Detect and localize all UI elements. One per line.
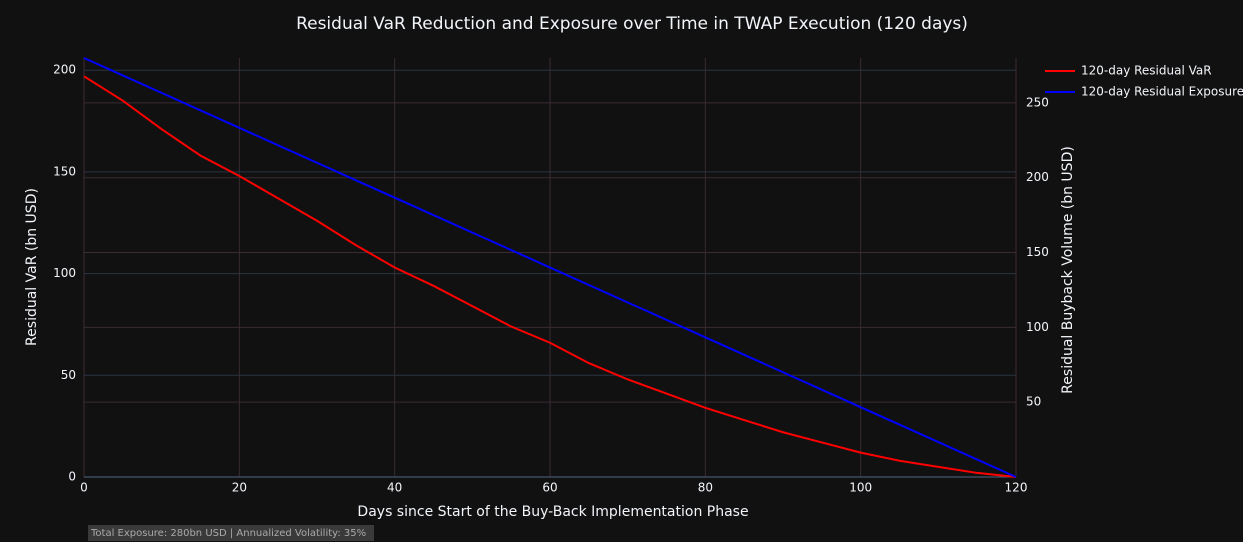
x-tick-label: 80 bbox=[698, 481, 713, 495]
x-tick-label: 0 bbox=[80, 481, 88, 495]
x-tick-label: 20 bbox=[232, 481, 247, 495]
x-tick-label: 100 bbox=[849, 481, 872, 495]
y2-tick-label: 100 bbox=[1026, 320, 1049, 334]
y2-tick-label: 250 bbox=[1026, 95, 1049, 109]
y2-axis-label: Residual Buyback Volume (bn USD) bbox=[1060, 146, 1076, 394]
annotation-box bbox=[88, 525, 374, 541]
y-tick-label: 50 bbox=[61, 368, 76, 382]
x-tick-label: 120 bbox=[1005, 481, 1028, 495]
y-tick-label: 150 bbox=[53, 164, 76, 178]
y-tick-label: 200 bbox=[53, 63, 76, 77]
y-tick-label: 0 bbox=[68, 470, 76, 484]
legend-label: 120-day Residual Exposure bbox=[1081, 85, 1243, 99]
annotation: Total Exposure: 280bn USD | Annualized V… bbox=[90, 528, 366, 539]
legend-label: 120-day Residual VaR bbox=[1081, 64, 1212, 78]
x-axis-label: Days since Start of the Buy-Back Impleme… bbox=[357, 504, 748, 520]
x-tick-label: 40 bbox=[387, 481, 402, 495]
y-axis-label: Residual VaR (bn USD) bbox=[24, 188, 40, 346]
y2-tick-label: 50 bbox=[1026, 395, 1041, 409]
y-tick-label: 100 bbox=[53, 266, 76, 280]
y2-tick-label: 150 bbox=[1026, 245, 1049, 259]
data-line bbox=[83, 57, 1017, 478]
data-line bbox=[83, 75, 1017, 478]
x-tick-label: 60 bbox=[542, 481, 557, 495]
chart-title: Residual VaR Reduction and Exposure over… bbox=[296, 14, 968, 34]
y2-tick-label: 200 bbox=[1026, 170, 1049, 184]
